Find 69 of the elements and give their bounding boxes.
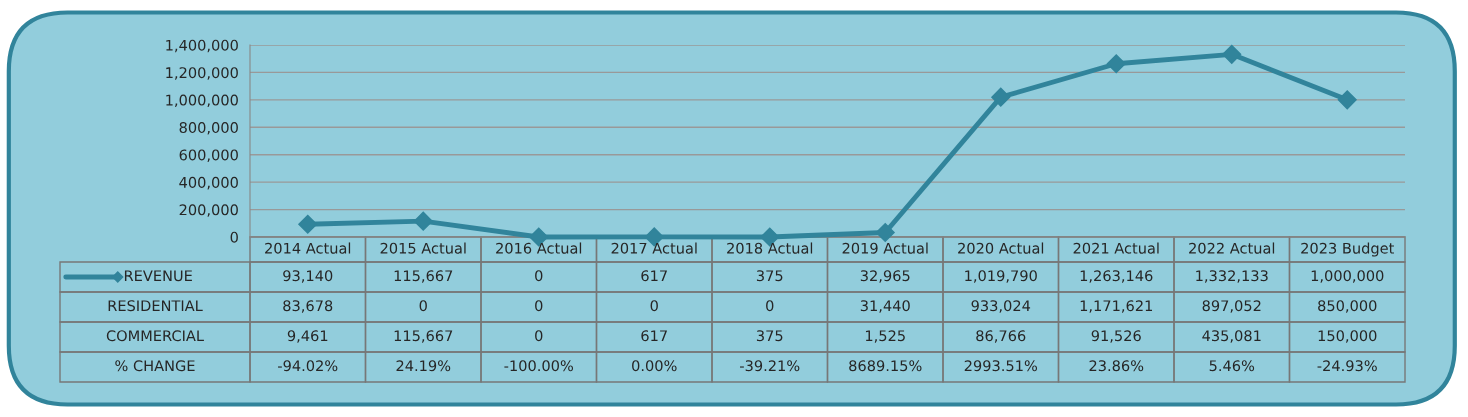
y-tick-label: 0 (230, 231, 238, 243)
text: 2993.51% (964, 360, 1038, 372)
text: 933,024 (971, 300, 1031, 313)
point (991, 87, 1011, 107)
text: -94.02% (278, 360, 338, 372)
text: 86,766 (976, 330, 1026, 343)
text: 115,667 (394, 330, 453, 343)
y-tick-label: 600,000 (179, 149, 238, 162)
text: -39.21% (740, 360, 800, 372)
x-tick-label: 2018 Actual (727, 242, 813, 254)
data-label: 1,019,790 (965, 270, 1037, 283)
data-label: 1,332,133 (1196, 270, 1268, 283)
data-label: 375 (756, 270, 783, 282)
data-label: 0 (535, 270, 543, 282)
x-tick-label: 2022 Actual (1189, 242, 1275, 254)
text: 1,525 (865, 330, 905, 343)
text: 0 (535, 330, 543, 342)
text: 150,000 (1318, 330, 1377, 343)
text: % CHANGE (115, 360, 195, 372)
text: 375 (756, 330, 783, 342)
point (413, 211, 433, 231)
x-tick-label: 2023 Budget (1301, 242, 1394, 257)
x-tick-label: 2020 Actual (958, 242, 1044, 254)
x-tick-label: 2016 Actual (496, 242, 582, 254)
y-tick-label: 1,200,000 (166, 67, 238, 80)
text: 850,000 (1318, 300, 1377, 313)
data-label: 93,140 (283, 270, 333, 283)
text: 0 (766, 300, 774, 312)
x-tick-label: 2021 Actual (1073, 242, 1159, 254)
text: -100.00% (504, 360, 574, 372)
text: RESIDENTIAL (108, 300, 203, 312)
data-label: 617 (641, 270, 667, 282)
text: 5.46% (1209, 360, 1255, 372)
x-tick-label: 2017 Actual (611, 242, 697, 254)
y-tick-label: 800,000 (179, 122, 238, 135)
point (1337, 90, 1357, 110)
x-tick-label: 2015 Actual (380, 242, 466, 254)
legend-label: REVENUE (124, 270, 192, 282)
x-tick-label: 2019 Actual (842, 242, 928, 254)
text: 617 (641, 330, 667, 342)
y-tick-label: 1,400,000 (166, 39, 238, 53)
data-label: 1,000,000 (1311, 270, 1384, 283)
text: 83,678 (283, 300, 333, 313)
data-label: 115,667 (394, 270, 453, 283)
text: 0 (535, 300, 543, 312)
point (298, 214, 318, 234)
text: 31,440 (860, 300, 910, 313)
point (1222, 44, 1242, 64)
text: 897,052 (1202, 300, 1261, 313)
text: 0 (650, 300, 658, 312)
text: -24.93% (1317, 360, 1377, 372)
y-tick-label: 400,000 (179, 176, 238, 190)
text: 91,526 (1091, 330, 1141, 343)
text: COMMERCIAL (106, 330, 204, 342)
text: 435,081 (1202, 330, 1261, 343)
text: 8689.15% (849, 360, 922, 372)
text: 23.86% (1089, 360, 1144, 372)
text: 24.19% (396, 360, 451, 372)
text: 9,461 (287, 330, 328, 343)
point (1106, 54, 1126, 74)
text: 0 (419, 300, 427, 312)
y-tick-label: 1,000,000 (166, 94, 238, 108)
data-label: 32,965 (860, 270, 910, 283)
point (875, 222, 895, 243)
text: 1,171,621 (1080, 300, 1153, 313)
x-tick-label: 2014 Actual (265, 242, 351, 254)
text: 0.00% (632, 360, 677, 372)
data-label: 1,263,146 (1080, 270, 1153, 283)
y-tick-label: 200,000 (179, 204, 238, 217)
